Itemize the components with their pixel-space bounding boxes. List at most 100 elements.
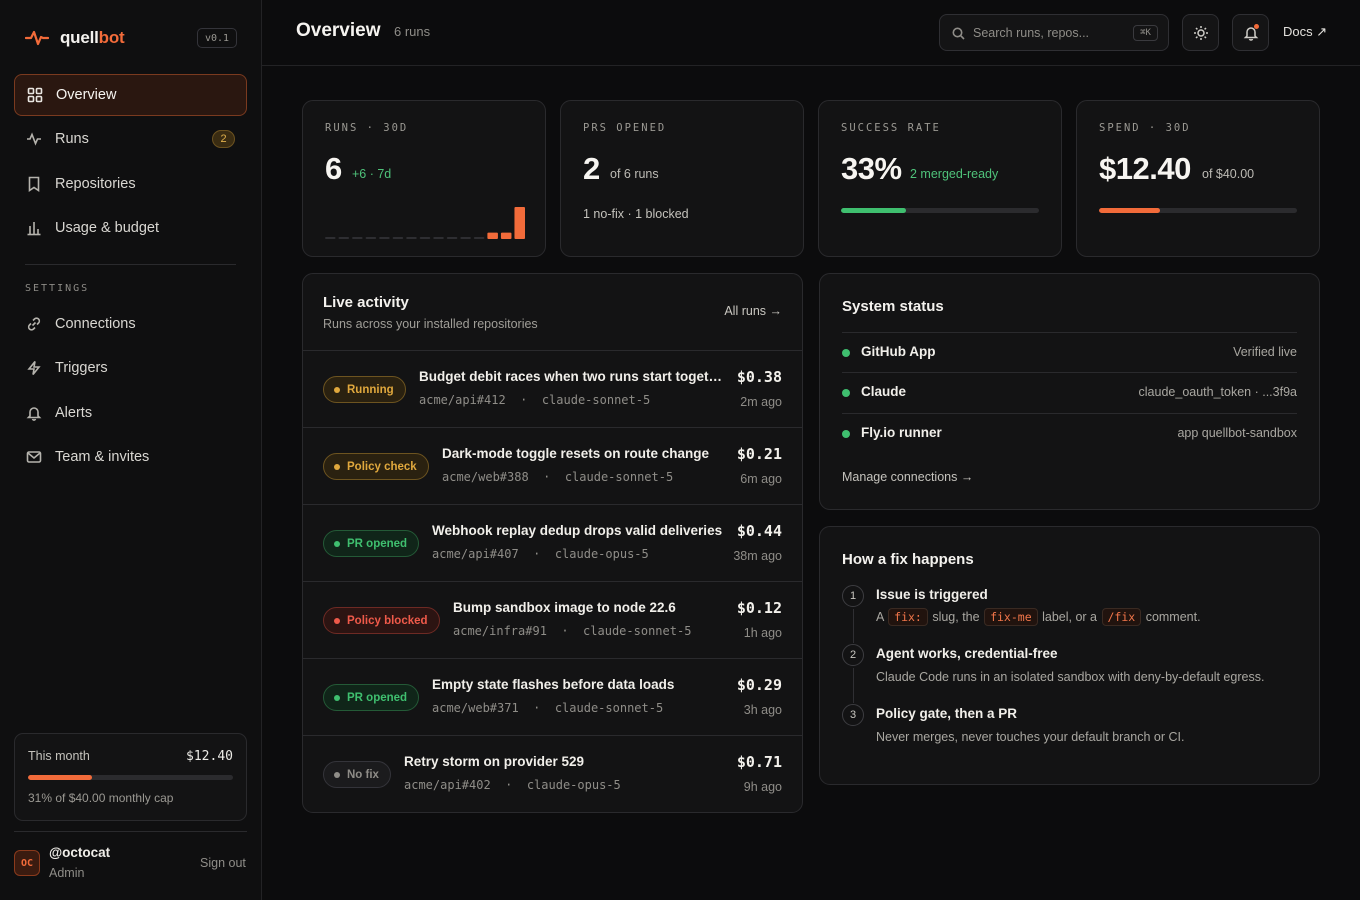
- code-fix-slug: fix:: [888, 608, 928, 626]
- brand-name: quellbot: [60, 28, 125, 47]
- run-time-ago: 1h ago: [743, 626, 782, 640]
- step-number: 2: [842, 644, 864, 666]
- status-row-claude: Claude claude_oauth_token · ...3f9a: [842, 372, 1297, 412]
- spark-bar: [514, 207, 525, 239]
- status-badge: PR opened: [323, 530, 420, 557]
- run-model: claude-sonnet-5: [564, 470, 674, 484]
- sidebar: quellbot v0.1 Overview Runs 2 Repositori…: [0, 0, 262, 900]
- success-progress-fill: [841, 208, 907, 213]
- avatar[interactable]: OC: [14, 850, 40, 876]
- stat-value: 2: [583, 151, 600, 186]
- sidebar-item-connections[interactable]: Connections: [14, 303, 247, 345]
- sidebar-item-overview[interactable]: Overview: [14, 74, 247, 116]
- sidebar-item-label: Connections: [55, 316, 136, 332]
- service-status: app quellbot-sandbox: [1177, 426, 1297, 440]
- stat-note: 1 no-fix · 1 blocked: [583, 207, 689, 221]
- sidebar-item-runs[interactable]: Runs 2: [14, 118, 247, 160]
- run-title: Budget debit races when two runs start t…: [419, 369, 723, 384]
- run-row[interactable]: Policy check Dark-mode toggle resets on r…: [303, 427, 802, 504]
- run-meta: acme/web#371 · claude-sonnet-5: [432, 701, 664, 715]
- sidebar-item-team-invites[interactable]: Team & invites: [14, 436, 247, 478]
- search-box[interactable]: ⌘K: [939, 14, 1169, 51]
- system-status-panel: System status GitHub App Verified live C…: [819, 273, 1320, 510]
- run-repo: acme/api#412: [419, 393, 506, 407]
- run-time-ago: 2m ago: [740, 395, 782, 409]
- run-row[interactable]: Running Budget debit races when two runs …: [303, 350, 802, 427]
- run-time-ago: 38m ago: [733, 549, 782, 563]
- run-title: Dark-mode toggle resets on route change: [442, 446, 710, 461]
- run-meta: acme/web#388 · claude-sonnet-5: [442, 470, 674, 484]
- stat-value: $12.40: [1099, 151, 1191, 186]
- sign-out-button[interactable]: Sign out: [200, 856, 246, 870]
- code-fix-comment: /fix: [1101, 608, 1142, 626]
- brand-logo[interactable]: quellbot: [25, 26, 125, 50]
- stat-aux: of $40.00: [1202, 167, 1255, 181]
- docs-link[interactable]: Docs ↗: [1283, 24, 1328, 39]
- run-time-ago: 9h ago: [743, 780, 782, 794]
- step-description: Never merges, never touches your default…: [876, 730, 1185, 744]
- sidebar-item-repositories[interactable]: Repositories: [14, 163, 247, 205]
- spark-bar: [338, 237, 350, 239]
- run-row[interactable]: PR opened Empty state flashes before data…: [303, 658, 802, 735]
- run-title: Webhook replay dedup drops valid deliver…: [432, 523, 723, 538]
- status-dot: [842, 430, 850, 438]
- spark-bar: [460, 237, 471, 239]
- search-input[interactable]: [973, 23, 1123, 43]
- status-badge: No fix: [323, 761, 391, 788]
- status-dot: [334, 540, 340, 547]
- stat-label: RUNS · 30D: [325, 122, 409, 134]
- panel-title: Live activity: [323, 294, 409, 311]
- stat-value: 33%: [841, 151, 902, 186]
- success-stat-card: SUCCESS RATE 33% 2 merged-ready: [818, 100, 1062, 257]
- version-badge: v0.1: [197, 28, 237, 48]
- run-repo: acme/api#407: [432, 547, 519, 561]
- spark-bar: [473, 237, 485, 239]
- stat-delta: +6 · 7d: [352, 167, 392, 181]
- live-activity-panel: Live activity Runs across your installed…: [302, 273, 803, 813]
- sidebar-item-label: Overview: [56, 87, 117, 103]
- theme-toggle-button[interactable]: [1182, 14, 1219, 51]
- sidebar-item-alerts[interactable]: Alerts: [14, 392, 247, 434]
- code-fix-me-label: fix-me: [984, 608, 1038, 626]
- service-name: GitHub App: [861, 344, 936, 359]
- status-dot: [334, 694, 340, 701]
- bolt-icon: [27, 361, 41, 375]
- run-row[interactable]: Policy blocked Bump sandbox image to node…: [303, 581, 802, 658]
- run-row[interactable]: PR opened Webhook replay dedup drops vali…: [303, 504, 802, 581]
- stat-value: 6: [325, 151, 342, 186]
- grid-icon: [27, 87, 43, 103]
- run-row[interactable]: No fix Retry storm on provider 529 acme/ap…: [303, 735, 802, 812]
- run-cost: $0.71: [736, 753, 782, 771]
- run-title: Retry storm on provider 529: [404, 754, 585, 769]
- settings-section-label: SETTINGS: [25, 283, 90, 294]
- status-dot: [334, 771, 340, 778]
- sidebar-item-usage-budget[interactable]: Usage & budget: [14, 207, 247, 249]
- runs-count-badge: 2: [212, 130, 235, 148]
- stat-label: PRS OPENED: [583, 122, 667, 134]
- step-connector: [853, 668, 854, 703]
- sidebar-item-label: Repositories: [55, 176, 136, 192]
- notifications-button[interactable]: [1232, 14, 1269, 51]
- spark-bar: [325, 237, 336, 239]
- panel-title: How a fix happens: [842, 551, 974, 568]
- sidebar-divider: [25, 264, 236, 265]
- manage-connections-link[interactable]: Manage connections →: [842, 470, 974, 484]
- month-amount: $12.40: [186, 749, 233, 764]
- status-dot: [334, 617, 340, 624]
- notification-dot: [1254, 24, 1259, 29]
- sidebar-item-triggers[interactable]: Triggers: [14, 347, 247, 389]
- step-connector: [853, 609, 854, 643]
- run-meta: acme/api#412 · claude-sonnet-5: [419, 393, 651, 407]
- status-badge: PR opened: [323, 684, 420, 711]
- stat-label: SUCCESS RATE: [841, 122, 941, 134]
- all-runs-link[interactable]: All runs →: [724, 304, 782, 318]
- bell-icon: [26, 407, 42, 421]
- step-description: A fix: slug, the fix-me label, or a /fix…: [876, 608, 1201, 626]
- run-model: claude-sonnet-5: [583, 624, 692, 638]
- spark-bar: [433, 237, 444, 239]
- spend-progress-bar: [1099, 208, 1297, 213]
- stat-label: SPEND · 30D: [1099, 122, 1191, 134]
- success-progress-bar: [841, 208, 1039, 213]
- budget-progress-fill: [28, 775, 92, 780]
- spark-bar: [500, 232, 512, 239]
